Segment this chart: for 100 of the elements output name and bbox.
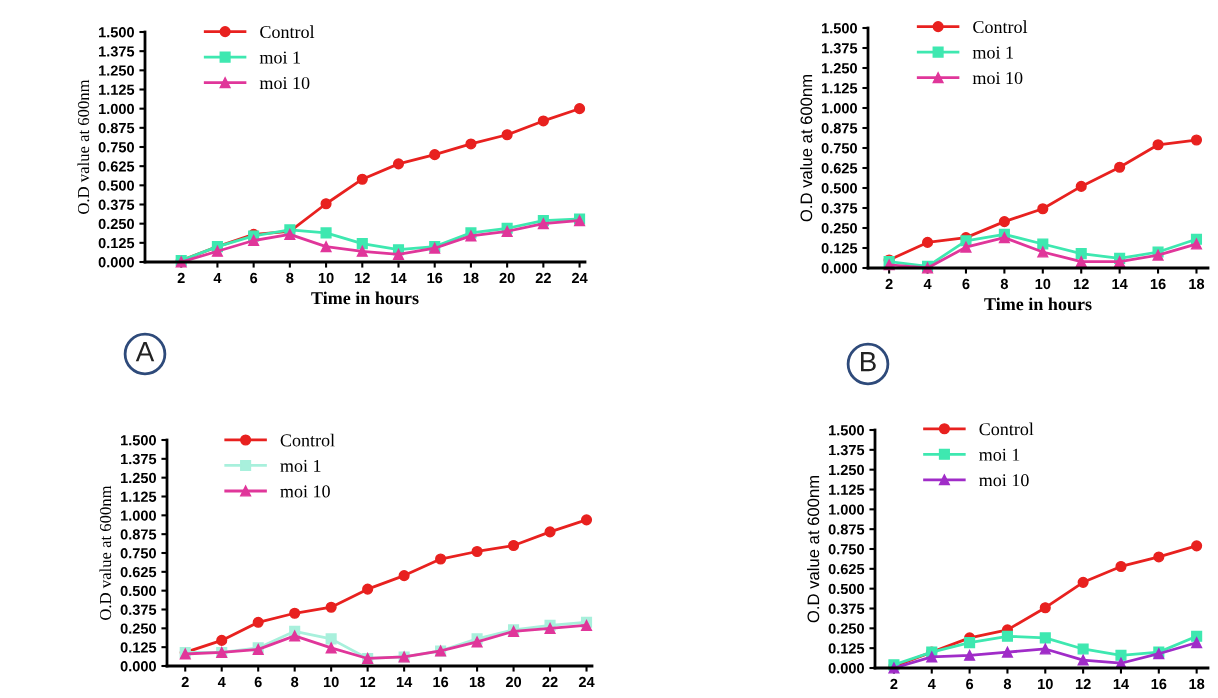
x-tick-label: 18 bbox=[469, 676, 485, 688]
y-tick-label: 1.500 bbox=[121, 435, 156, 446]
y-tick-label: 1.125 bbox=[99, 84, 135, 95]
y-tick-label: 1.125 bbox=[822, 83, 858, 94]
y-axis-title: O.D value at 600nm bbox=[77, 79, 90, 214]
y-tick-label: 0.875 bbox=[120, 529, 157, 540]
x-tick-label: 22 bbox=[542, 676, 558, 687]
x-tick-label: 2 bbox=[890, 678, 898, 689]
y-tick-label: 1.375 bbox=[121, 453, 157, 465]
x-tick-label: 8 bbox=[1000, 278, 1008, 290]
legend-label: Control bbox=[280, 433, 335, 447]
x-tick-label: 8 bbox=[291, 676, 299, 688]
x-tick-label: 24 bbox=[571, 272, 588, 283]
y-tick-label: 1.500 bbox=[822, 23, 857, 34]
legend-label: moi 1 bbox=[280, 459, 321, 472]
y-tick-label: 1.250 bbox=[822, 63, 857, 74]
x-tick-label: 12 bbox=[355, 272, 370, 283]
y-tick-label: 1.375 bbox=[822, 43, 858, 54]
x-tick-label: 14 bbox=[391, 272, 407, 283]
y-tick-label: 0.750 bbox=[120, 548, 156, 559]
y-tick-label: 0.125 bbox=[828, 643, 865, 654]
y-tick-label: 0.875 bbox=[98, 122, 135, 134]
y-tick-label: 1.000 bbox=[99, 103, 134, 115]
text: A bbox=[135, 342, 155, 362]
x-tick-label: 10 bbox=[323, 676, 339, 688]
y-tick-label: 0.375 bbox=[821, 203, 858, 214]
y-tick-label: 0.000 bbox=[120, 661, 156, 672]
y-tick-label: 0.750 bbox=[828, 544, 864, 555]
x-tick-label: 10 bbox=[1038, 678, 1053, 690]
x-tick-label: 20 bbox=[499, 272, 515, 284]
legend-label: moi 10 bbox=[972, 71, 1023, 85]
y-tick-label: 0.250 bbox=[828, 623, 864, 634]
y-tick-label: 1.125 bbox=[121, 491, 157, 502]
legend-label: moi 1 bbox=[979, 448, 1020, 461]
y-tick-label: 1.500 bbox=[99, 27, 134, 38]
y-tick-label: 1.000 bbox=[822, 103, 857, 114]
y-tick-label: 1.500 bbox=[829, 425, 864, 436]
x-tick-label: 14 bbox=[1112, 278, 1128, 289]
x-tick-label: 24 bbox=[578, 676, 595, 687]
y-tick-label: 0.500 bbox=[828, 583, 864, 595]
x-tick-label: 16 bbox=[433, 676, 449, 688]
x-tick-label: 20 bbox=[505, 676, 522, 688]
y-tick-label: 0.375 bbox=[98, 199, 135, 210]
y-tick-label: 0.750 bbox=[98, 142, 134, 153]
x-tick-label: 4 bbox=[213, 272, 222, 283]
y-tick-label: 0.250 bbox=[821, 223, 857, 234]
y-axis-title: O.D value at 600nm bbox=[800, 74, 813, 222]
y-tick-label: 0.875 bbox=[828, 524, 865, 535]
x-tick-label: 8 bbox=[286, 272, 294, 284]
y-tick-label: 0.000 bbox=[821, 263, 857, 274]
legend-label: moi 10 bbox=[979, 474, 1029, 487]
y-tick-label: 1.000 bbox=[829, 504, 864, 515]
x-tick-label: 14 bbox=[396, 676, 413, 687]
y-tick-label: 0.000 bbox=[98, 257, 134, 268]
legend-label: Control bbox=[979, 422, 1034, 436]
y-tick-label: 0.500 bbox=[821, 183, 857, 194]
y-tick-label: 0.000 bbox=[828, 663, 864, 674]
legend-label: moi 1 bbox=[259, 51, 300, 64]
y-tick-label: 0.250 bbox=[98, 218, 134, 230]
legend-label: Control bbox=[260, 25, 315, 39]
x-tick-label: 4 bbox=[217, 676, 226, 687]
y-tick-label: 0.125 bbox=[821, 243, 858, 254]
y-tick-label: 0.625 bbox=[828, 563, 865, 575]
x-tick-label: 4 bbox=[927, 678, 936, 689]
x-tick-label: 10 bbox=[1035, 278, 1051, 290]
x-tick-label: 16 bbox=[1150, 278, 1166, 290]
text: B bbox=[861, 352, 876, 372]
x-tick-label: 18 bbox=[463, 272, 479, 284]
x-tick-label: 16 bbox=[427, 272, 443, 284]
x-tick-label: 6 bbox=[254, 676, 262, 688]
y-tick-label: 1.250 bbox=[99, 65, 134, 76]
x-tick-label: 8 bbox=[1003, 678, 1012, 690]
x-tick-label: 18 bbox=[1189, 278, 1205, 290]
y-tick-label: 0.875 bbox=[821, 123, 858, 134]
x-tick-label: 6 bbox=[966, 678, 974, 690]
x-tick-label: 2 bbox=[181, 676, 189, 687]
legend-label: moi 1 bbox=[972, 46, 1013, 59]
x-tick-label: 6 bbox=[962, 278, 970, 290]
y-tick-label: 1.000 bbox=[121, 510, 156, 521]
y-tick-label: 0.500 bbox=[120, 585, 156, 597]
y-tick-label: 0.375 bbox=[828, 603, 865, 614]
x-tick-label: 2 bbox=[885, 278, 893, 289]
x-tick-label: 2 bbox=[177, 272, 185, 283]
y-tick-label: 1.250 bbox=[829, 464, 864, 476]
legend-label: moi 10 bbox=[280, 485, 330, 498]
y-tick-label: 0.250 bbox=[120, 623, 156, 634]
y-tick-label: 0.625 bbox=[120, 566, 157, 578]
x-axis-title: Time in hours bbox=[311, 291, 419, 305]
legend-label: moi 10 bbox=[259, 76, 310, 90]
y-tick-label: 0.750 bbox=[821, 143, 857, 154]
y-tick-label: 0.625 bbox=[821, 163, 858, 174]
y-tick-label: 0.125 bbox=[98, 237, 135, 249]
y-tick-label: 0.625 bbox=[98, 161, 135, 172]
x-tick-label: 4 bbox=[923, 278, 932, 289]
y-tick-label: 1.375 bbox=[829, 444, 865, 456]
y-tick-label: 0.125 bbox=[120, 642, 157, 653]
x-tick-label: 22 bbox=[535, 272, 551, 283]
x-tick-label: 12 bbox=[1075, 678, 1091, 689]
y-tick-label: 1.375 bbox=[99, 46, 135, 57]
x-axis-title: Time in hours bbox=[984, 297, 1092, 311]
